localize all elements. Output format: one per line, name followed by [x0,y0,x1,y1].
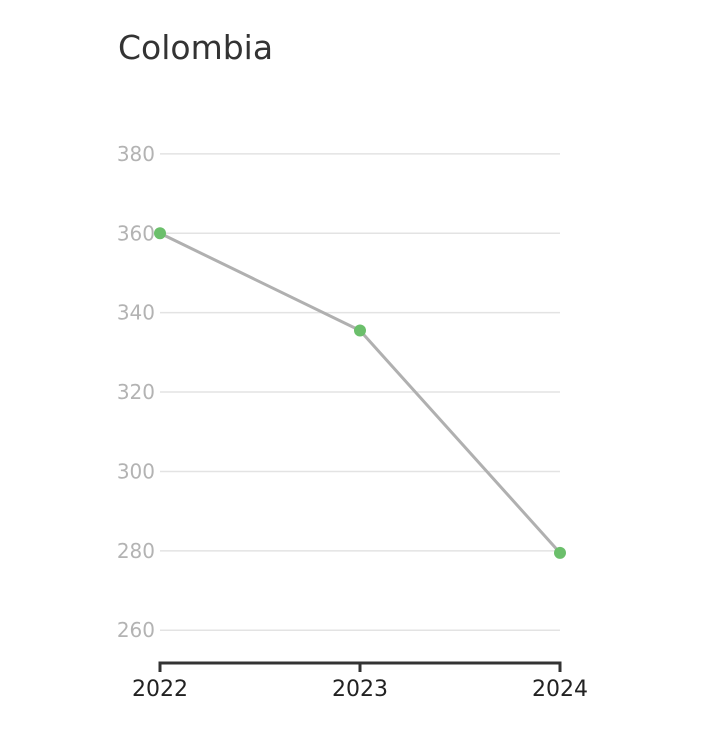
x-tick-label-2023: 2023 [332,677,388,702]
y-tick-label-280: 280 [117,539,155,563]
y-tick-label-260: 260 [117,618,155,642]
x-tick-label-2022: 2022 [132,677,188,702]
y-tick-label-320: 320 [117,380,155,404]
gridlines [160,153,560,631]
data-point-2023[interactable] [354,324,366,337]
y-tick-label-380: 380 [117,142,155,166]
data-points [154,227,566,559]
data-point-2024[interactable] [554,546,566,559]
chart-title: Colombia [118,28,274,67]
data-point-2022[interactable] [154,227,166,240]
x-tick-label-2024: 2024 [532,677,588,702]
y-tick-label-340: 340 [117,301,155,325]
x-axis: 2022 2023 2024 [132,661,588,702]
series-line-0 [159,231,562,554]
y-tick-label-300: 300 [117,459,155,483]
y-axis-ticks: 260 280 300 320 340 360 380 [117,142,155,642]
series-lines [159,231,562,554]
y-tick-label-360: 360 [117,221,155,245]
